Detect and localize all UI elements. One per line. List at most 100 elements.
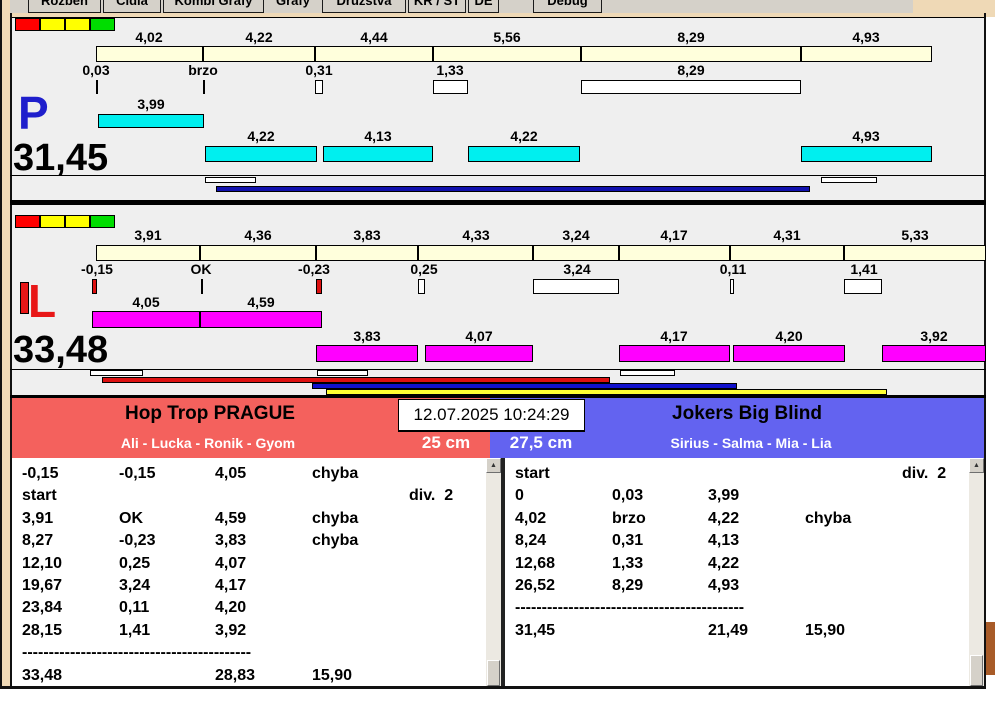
scroll-up-button[interactable]: ▲ — [486, 458, 501, 473]
segment-bar-l — [619, 245, 730, 261]
tab-label: Rozbeh — [41, 0, 88, 8]
tab-cidla[interactable]: Cidla — [103, 0, 161, 13]
table-cell: 12,10 — [22, 554, 63, 572]
tab-kr-st[interactable]: KR / ST — [408, 0, 466, 13]
track-total-l: 33,48 — [13, 329, 109, 371]
value-label-l: 4,05 — [132, 294, 160, 310]
status-swatch-l — [90, 215, 115, 228]
table-cell: -0,15 — [22, 465, 59, 482]
progress-bar-yellow-l — [326, 389, 887, 395]
progress-marker-l — [620, 370, 675, 376]
table-cell: 8,27 — [22, 532, 54, 550]
segment-bar-l — [200, 245, 316, 261]
table-cell: 28,15 — [22, 621, 63, 639]
table-cell: 3,83 — [215, 532, 247, 550]
value-label-p: 4,22 — [245, 29, 273, 45]
table-separator-row: ----------------------------------------… — [515, 599, 745, 617]
gap-bar-p — [433, 80, 468, 94]
tab-debug[interactable]: Debug — [533, 0, 602, 13]
table-cell: 0,25 — [119, 554, 151, 572]
score-table-right: start div. 2 0 0,03 3,99 4,02 brzo 4,22 chyba 8,2… — [505, 458, 969, 686]
scrollbar-thumb[interactable] — [970, 655, 983, 686]
team-players-left: Ali - Lucka - Ronik - Gyom — [120, 435, 296, 451]
gap-bar-l — [533, 279, 619, 294]
table-cell: 15,90 — [312, 666, 353, 684]
value-label-l: 4,20 — [775, 328, 803, 344]
segment-bar-l — [730, 245, 844, 261]
table-cell: 26,52 — [515, 577, 556, 594]
tab-dru-stva[interactable]: Družstva — [322, 0, 406, 13]
status-swatch-p — [90, 18, 115, 31]
table-cell: div. 2 — [409, 487, 454, 505]
value-label-l: -0,23 — [298, 261, 330, 277]
panels-background — [12, 17, 984, 396]
value-label-l: -0,15 — [81, 261, 113, 277]
tab-kombi-grafy[interactable]: Kombi Grafy — [163, 0, 264, 13]
tab-rozbeh[interactable]: Rozbeh — [28, 0, 101, 13]
segment-bar-p — [315, 46, 433, 62]
gap-bar-l — [730, 279, 734, 294]
desktop-edge-patch — [986, 622, 995, 675]
window-left-border — [0, 0, 2, 689]
value-label-p: 1,33 — [436, 62, 464, 78]
gap-bar-l — [844, 279, 882, 294]
table-cell: 4,02 — [515, 509, 547, 527]
scrollbar-right[interactable]: ▲ — [969, 458, 984, 686]
value-label-p: 4,22 — [247, 128, 275, 144]
value-label-p: 4,02 — [135, 29, 163, 45]
value-label-l: 3,83 — [353, 227, 381, 243]
status-swatch-p — [40, 18, 65, 31]
segment-bar-l — [844, 245, 986, 261]
table-cell: chyba — [312, 465, 359, 482]
status-swatch-p — [15, 18, 40, 31]
team-players-right: Sirius - Salma - Mia - Lia — [670, 435, 832, 451]
lap-bar-l — [92, 311, 200, 328]
tab-label: Kombi Grafy — [174, 0, 253, 8]
scrollbar-thumb[interactable] — [487, 660, 500, 686]
table-cell: 8,24 — [515, 532, 547, 550]
value-label-p: 8,29 — [677, 29, 705, 45]
tab-de[interactable]: DE — [468, 0, 499, 13]
progress-marker-p — [205, 177, 256, 183]
segment-bar-p — [801, 46, 932, 62]
lap-bar-l — [882, 345, 986, 362]
top-right-frame — [913, 0, 995, 13]
start-marker-l — [20, 282, 29, 314]
scrollbar-left[interactable]: ▲ — [486, 458, 501, 686]
scroll-up-button[interactable]: ▲ — [969, 458, 984, 473]
divider-line-l — [10, 369, 986, 370]
value-label-l: 4,17 — [660, 227, 688, 243]
value-label-l: 3,92 — [920, 328, 948, 344]
table-cell: 23,84 — [22, 599, 63, 617]
value-label-l: 3,83 — [353, 328, 381, 344]
table-cell: 4,22 — [708, 554, 740, 572]
lap-bar-p — [801, 146, 932, 162]
datetime-display: 12.07.2025 10:24:29 — [398, 399, 585, 432]
tab-grafy[interactable]: Grafy — [266, 0, 320, 13]
table-cell: 8,29 — [612, 577, 644, 594]
lap-bar-l — [733, 345, 845, 362]
progress-bar-blue-l — [312, 383, 737, 389]
value-label-l: 3,91 — [134, 227, 162, 243]
status-swatch-l — [65, 215, 90, 228]
table-cell: 4,59 — [215, 509, 247, 527]
track-total-p: 31,45 — [13, 137, 109, 179]
progress-marker-l — [317, 370, 368, 376]
segment-bar-l — [96, 245, 200, 261]
tab-label: Cidla — [116, 0, 148, 8]
table-cell: 1,41 — [119, 621, 151, 639]
panel-separator — [10, 200, 986, 205]
value-label-p: 4,93 — [852, 128, 880, 144]
table-cell: 3,91 — [22, 509, 54, 527]
status-swatch-p — [65, 18, 90, 31]
table-separator-row: ----------------------------------------… — [22, 644, 252, 662]
value-label-l: 4,59 — [247, 294, 275, 310]
lap-bar-p — [468, 146, 580, 162]
table-cell: 21,49 — [708, 621, 749, 639]
table-cell: 0,11 — [119, 599, 150, 617]
value-label-p: 4,44 — [360, 29, 388, 45]
table-cell: 19,67 — [22, 577, 63, 594]
gap-bar-p — [315, 80, 323, 94]
table-cell: 0,03 — [612, 487, 644, 505]
value-label-l: 3,24 — [562, 227, 590, 243]
